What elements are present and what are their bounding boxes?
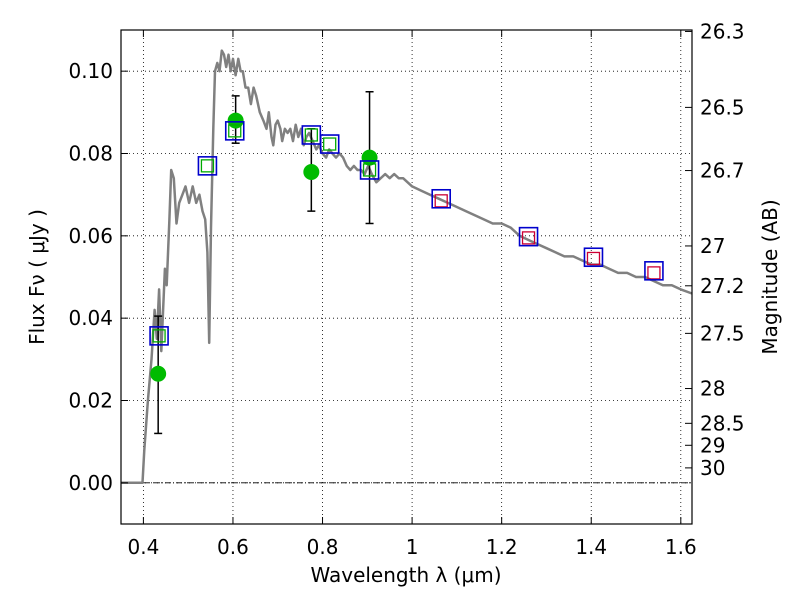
right-axis-label: Magnitude (AB) [758, 199, 782, 354]
model-square-inner [323, 137, 337, 151]
model-squares-layer [149, 121, 664, 346]
model-square [319, 134, 340, 154]
x-tick-label: 0.4 [127, 535, 159, 559]
model-square [197, 156, 218, 176]
right-tick-label: 27.5 [700, 321, 745, 345]
model-square [644, 261, 664, 281]
x-tick-label: 1.4 [575, 535, 607, 559]
observed-flux-point [361, 149, 378, 166]
model-spectrum-line [121, 49, 693, 485]
model-square-inner [304, 128, 318, 142]
model-square-inner [362, 163, 377, 177]
model-square-inner [152, 329, 166, 343]
model-square-inner [434, 194, 448, 208]
y-tick-label: 0.02 [68, 389, 113, 413]
x-axis-ticks: 0.4 0.6 0.8 1 1.2 1.4 1.6 [127, 30, 697, 559]
plot-area [121, 30, 692, 524]
model-square-inner [647, 266, 661, 280]
observed-flux-point [303, 164, 320, 181]
right-tick-label: 28 [700, 377, 725, 401]
model-square-inner [228, 124, 242, 138]
model-square [518, 226, 539, 247]
right-tick-label: 26.5 [700, 95, 745, 119]
right-tick-label: 27 [700, 234, 725, 258]
right-tick-label: 28.5 [700, 411, 745, 435]
y-tick-label: 0.08 [68, 142, 113, 166]
y-tick-label: 0.04 [68, 306, 113, 330]
model-square [431, 188, 452, 209]
spectrum-layer [121, 49, 693, 485]
model-square [149, 326, 169, 346]
y-tick-label: 0.10 [68, 59, 113, 83]
right-tick-label: 27.2 [700, 274, 745, 298]
right-tick-label: 29 [700, 433, 725, 457]
y-axis-label: Flux Fν ( μJy ) [25, 209, 49, 345]
right-tick-label: 26.3 [700, 19, 745, 43]
model-square [583, 247, 604, 268]
x-tick-label: 0.6 [217, 535, 249, 559]
x-tick-label: 1.2 [486, 535, 518, 559]
y-tick-label: 0.00 [68, 471, 113, 495]
x-axis-label: Wavelength λ (μm) [310, 563, 501, 587]
right-tick-label: 26.7 [700, 159, 745, 183]
x-tick-label: 0.8 [307, 535, 339, 559]
x-tick-label: 1.6 [665, 535, 697, 559]
y-axis-ticks: 0.00 0.02 0.04 0.06 0.08 0.10 [68, 59, 128, 495]
y-tick-label: 0.06 [68, 224, 113, 248]
model-square [224, 121, 245, 141]
right-tick-label: 30 [700, 456, 725, 480]
model-square-inner [521, 231, 536, 245]
model-square-inner [200, 159, 215, 173]
x-tick-label: 1 [406, 535, 419, 559]
plot-border [120, 29, 693, 525]
model-square-inner [586, 251, 601, 266]
model-square [359, 160, 380, 180]
observed-flux-point [150, 365, 167, 382]
